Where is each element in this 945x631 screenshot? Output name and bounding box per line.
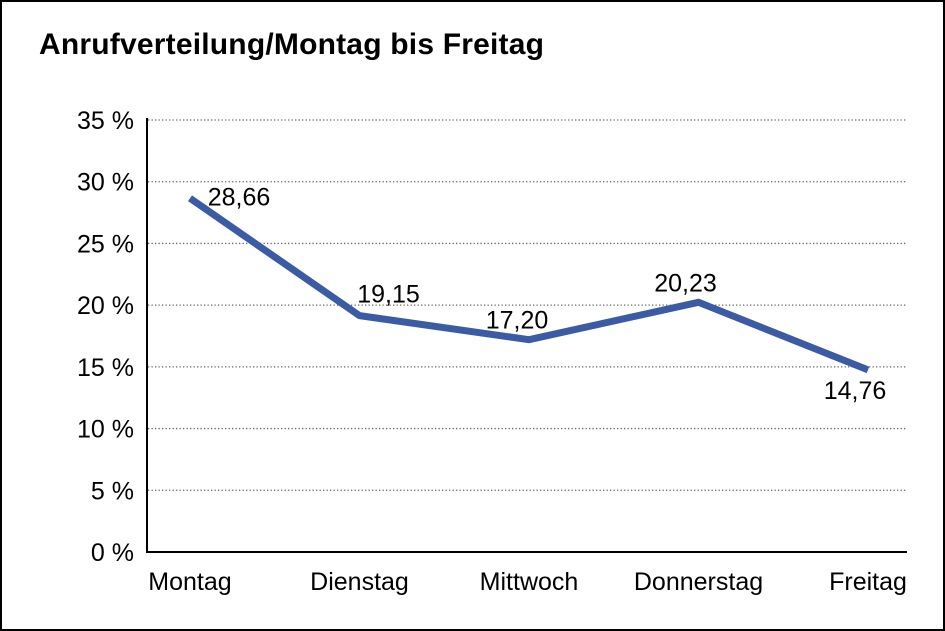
y-tick-label: 15 % xyxy=(77,354,134,382)
y-tick-label: 10 % xyxy=(77,416,134,444)
x-category-label: Donnerstag xyxy=(634,568,763,596)
y-tick-label: 30 % xyxy=(77,169,134,197)
x-category-label: Dienstag xyxy=(310,568,409,596)
x-category-label: Montag xyxy=(148,568,231,596)
chart-title: Anrufverteilung/Montag bis Freitag xyxy=(39,28,545,61)
y-tick-label: 20 % xyxy=(77,292,134,320)
x-category-label: Mittwoch xyxy=(480,568,579,596)
data-point-label: 14,76 xyxy=(824,377,887,405)
x-category-label: Freitag xyxy=(829,568,907,596)
data-point-label: 17,20 xyxy=(486,307,549,335)
data-point-label: 28,66 xyxy=(208,183,271,211)
data-point-label: 19,15 xyxy=(357,281,420,309)
y-tick-label: 0 % xyxy=(91,539,134,567)
y-tick-label: 25 % xyxy=(77,230,134,258)
y-tick-label: 35 % xyxy=(77,107,134,135)
data-series-line xyxy=(188,195,870,374)
y-tick-label: 5 % xyxy=(91,477,134,505)
data-point-label: 20,23 xyxy=(654,269,717,297)
